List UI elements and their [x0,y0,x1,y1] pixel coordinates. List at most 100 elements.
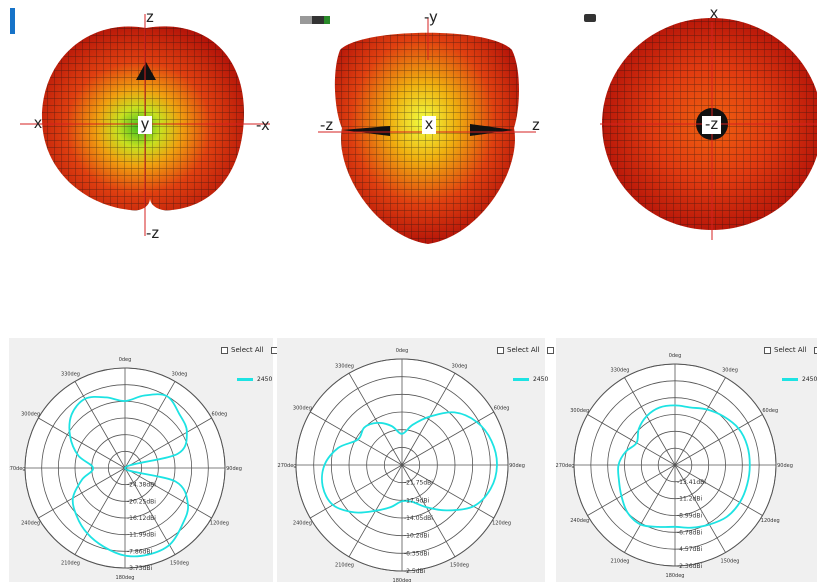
angle-tick-label: 180deg [393,578,412,582]
polar-plot-1: 0deg 30deg 60deg 90deg 120deg 150deg 180deg 210… [9,357,242,581]
axis-label-right: -x [256,117,270,134]
checkbox-icon[interactable] [546,346,554,354]
radial-tick-label: -2.5dBi [404,568,426,575]
grid-spoke [674,414,763,466]
checkbox-icon[interactable] [764,346,771,354]
angle-tick-label: 240deg [293,521,312,527]
angle-tick-label: 90deg [777,463,793,469]
series-2450-trace [617,404,751,529]
angle-tick-label: 240deg [21,521,40,527]
legend-label: 2450 [802,376,817,383]
axis-label-top: z [146,9,154,26]
radial-tick-label: -20.25dBi [127,498,156,505]
angle-tick-label: 300deg [21,412,40,418]
angle-tick-label: 180deg [666,573,685,579]
polar-panel-3: Select All 2450 0deg 30deg 60deg 90deg 120de… [556,338,817,582]
angle-tick-label: 240deg [570,518,589,524]
radial-tick-label: -6.78dBi [677,529,702,536]
radial-tick-label: -7.86dBi [127,548,152,555]
legend: 2450 [237,376,272,383]
polar-plot-2: 0deg 30deg 60deg 90deg 120deg 150deg 180deg 210… [278,348,525,582]
polar-panel-1: Select All 2450 0deg 30deg 60deg 90deg 120de… [9,338,278,582]
angle-tick-label: 300deg [570,408,589,414]
grid-spoke [624,377,676,466]
angle-tick-label: 30deg [722,368,738,374]
angle-tick-label: 0deg [396,348,409,354]
checkbox-icon[interactable] [497,346,504,354]
legend: 2450 [782,376,817,383]
radial-tick-label: -11.2dBi [677,496,702,503]
grid-spoke [401,373,456,466]
toolbar-fragment-left [10,8,15,34]
radial-tick-label: -3.73dBi [127,565,152,572]
toolbar-fragment-mid [300,16,330,24]
legend-swatch [513,378,529,381]
legend: 2450 [513,376,548,383]
radial-tick-label: -16.12dBi [127,515,156,522]
select-all-label: Select All [231,346,264,354]
axis-label-bottom: -z [146,225,160,242]
axis-label-center: -z [702,116,722,134]
series-2450-trace [321,411,498,514]
grid-spoke [310,464,403,519]
angle-tick-label: 60deg [762,408,778,414]
polar-panel-2: Select All 2450 0deg 30deg 60deg 90deg 120de… [277,338,554,582]
angle-tick-label: 60deg [494,406,510,412]
legend-label: 2450 [257,376,273,383]
radial-tick-label: -4.57dBi [677,546,702,553]
select-all-label: Select All [774,346,807,354]
radial-tick-label: -8.99dBi [677,513,702,520]
angle-tick-label: 330deg [61,372,80,378]
angle-tick-label: 30deg [452,363,468,369]
grid-spoke [401,464,494,519]
radial-tick-label: -14.05dBi [404,515,433,522]
grid-spoke [124,467,212,519]
pattern-surface-2 [318,18,536,245]
angle-tick-label: 60deg [211,412,227,418]
angle-tick-label: 120deg [761,518,780,524]
angle-tick-label: 90deg [509,463,525,469]
legend-label: 2450 [533,376,549,383]
select-all-label: Select All [507,346,540,354]
grid-spoke [587,464,676,516]
angle-tick-label: 90deg [226,466,242,472]
radial-tick-label: -21.75dBi [404,480,433,487]
select-all-control[interactable]: Select All [497,346,554,354]
axis-label-center: y [138,116,152,134]
checkbox-icon[interactable] [813,346,817,354]
angle-tick-label: 0deg [669,353,682,359]
select-all-control[interactable]: Select All [764,346,817,354]
grid-spoke [674,464,726,553]
grid-spoke [38,467,126,519]
angle-tick-label: 300deg [293,406,312,412]
axis-label-top: x [710,5,718,22]
angle-tick-label: 270deg [278,463,297,469]
radial-tick-label: -10.2dBi [404,533,429,540]
series-2450-trace [68,393,189,558]
radial-tick-label: -11.99dBi [127,532,156,539]
grid-spoke [124,417,212,469]
angle-tick-label: 270deg [556,463,574,469]
grid-spoke [124,467,176,555]
radial-tick-label: -2.36dBi [677,563,702,570]
angle-tick-label: 210deg [335,563,354,569]
polar-plot-3: 0deg 30deg 60deg 90deg 120deg 150deg 180deg 210… [556,353,793,579]
axis-label-left: x [34,115,42,132]
legend-swatch [237,378,253,381]
angle-tick-label: 0deg [119,357,132,363]
grid-spoke [401,464,456,557]
grid-spoke [38,417,126,469]
angle-tick-label: 120deg [492,521,511,527]
checkbox-icon[interactable] [221,346,228,354]
legend-swatch [782,378,798,381]
radial-tick-label: -6.35dBi [404,550,429,557]
angle-tick-label: 330deg [335,363,354,369]
grid-spoke [310,411,403,466]
angle-tick-label: 150deg [450,563,469,569]
radiation-3d-view-2: -y -z z x [300,0,560,250]
axis-label-left: -z [320,117,334,134]
radiation-3d-view-1: z x -x -z y [20,0,280,250]
grid-spoke [624,464,676,553]
grid-spoke [401,411,494,466]
grid-spoke [74,381,126,469]
